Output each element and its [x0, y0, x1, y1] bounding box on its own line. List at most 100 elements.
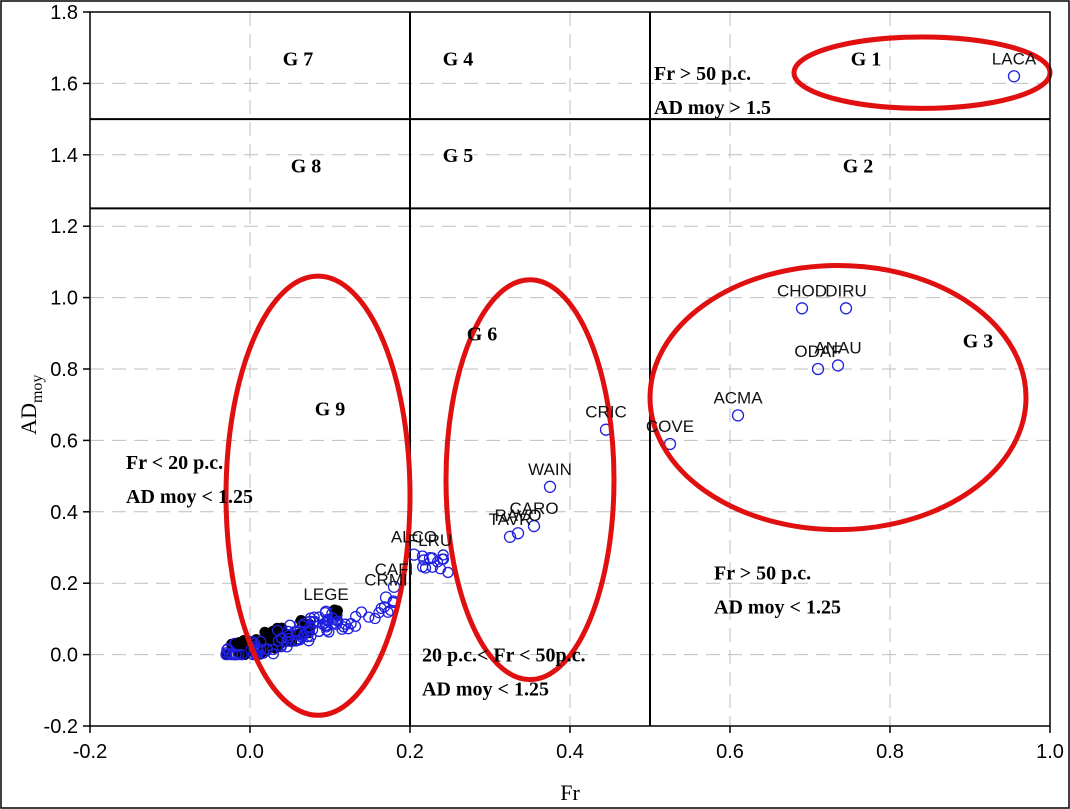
point-label-crmi: CRMI	[364, 570, 407, 589]
group-label-g7: G 7	[283, 49, 314, 71]
data-point-tavr	[503, 530, 517, 543]
y-tick-label: 0.0	[50, 645, 78, 667]
group-label-g1: G 1	[851, 49, 882, 71]
point-label-tavr: TAVR	[489, 510, 532, 529]
data-point	[281, 641, 293, 653]
x-tick-label: 1.0	[1036, 741, 1064, 763]
point-label-caro: CARO	[509, 499, 558, 518]
condition-label: Fr > 50 p.c.	[714, 563, 811, 585]
condition-label: AD moy < 1.25	[714, 597, 841, 619]
group-label-g8: G 8	[291, 156, 322, 178]
data-point	[303, 635, 315, 647]
data-point-flru	[423, 552, 437, 565]
data-point	[282, 629, 295, 641]
condition-label: AD moy < 1.25	[422, 679, 549, 701]
point-label-cove: COVE	[646, 417, 694, 436]
group-ellipse	[223, 273, 413, 718]
data-point	[282, 632, 295, 645]
condition-label: AD moy > 1.5	[654, 97, 771, 119]
data-point	[431, 556, 444, 568]
data-point-caro	[527, 519, 541, 533]
point-label-acma: ACMA	[713, 388, 763, 407]
y-tick-label: 1.8	[50, 2, 78, 24]
group-label-g2: G 2	[843, 156, 874, 178]
point-label-laca: LACA	[992, 49, 1037, 68]
x-tick-label: 0.2	[396, 741, 424, 763]
dense-point	[321, 624, 333, 636]
point-label-diru: DIRU	[825, 281, 867, 300]
point-label-anau: ANAU	[814, 338, 861, 357]
data-point-odaf	[811, 362, 825, 376]
data-point	[375, 602, 387, 614]
y-axis-title: ADmoy	[16, 375, 46, 435]
axis-ticks: -0.2 0.0 0.2 0.4 0.6 0.8 1.0 -0.2 0.0 0.2 0.4 0.6 0.…	[44, 2, 1064, 763]
data-point-laca	[1007, 70, 1021, 83]
x-tick-label: 0.6	[716, 741, 744, 763]
y-tick-label: 1.4	[50, 145, 78, 167]
data-point	[363, 611, 375, 623]
point-label-flru: FLRU	[408, 531, 452, 550]
annotations: Fr > 50 p.c. AD moy > 1.5 Fr < 20 p.c. AD m…	[126, 63, 841, 701]
group-label-g9: G 9	[315, 398, 346, 420]
dense-point	[331, 605, 343, 617]
data-point	[267, 643, 279, 656]
data-point-ravo	[511, 527, 525, 540]
point-label-odaf: ODAF	[794, 342, 841, 361]
condition-label: Fr > 50 p.c.	[654, 63, 751, 85]
dense-points	[220, 549, 454, 661]
data-point	[369, 612, 381, 625]
y-tick-label: 0.8	[50, 359, 78, 381]
y-tick-label: 1.2	[50, 216, 78, 238]
data-point	[437, 549, 449, 561]
y-tick-label: -0.2	[44, 716, 78, 738]
x-tick-label: 0.0	[236, 741, 264, 763]
point-label-lege: LEGE	[303, 585, 348, 604]
y-axis-title-main: AD	[16, 403, 41, 435]
data-point-diru	[839, 302, 853, 315]
data-point-chod	[795, 302, 809, 315]
point-label-ravo: RAVO	[495, 506, 542, 525]
data-point-lege	[319, 605, 333, 618]
x-tick-label: -0.2	[73, 741, 107, 763]
x-axis-title: Fr	[560, 780, 580, 805]
y-tick-label: 1.6	[50, 73, 78, 95]
dense-point	[259, 626, 271, 638]
point-label-wain: WAIN	[528, 460, 572, 479]
y-tick-label: 0.2	[50, 573, 78, 595]
point-label-chod: CHOD	[777, 281, 827, 300]
group-label-g3: G 3	[963, 331, 994, 353]
data-point-crmi	[379, 591, 393, 604]
dense-point	[232, 648, 245, 661]
data-point-wain	[543, 480, 557, 493]
dense-point	[236, 648, 248, 661]
data-point	[321, 619, 333, 631]
data-point	[323, 626, 335, 638]
point-label-alco: ALCO	[391, 528, 437, 547]
point-label-cric: CRIC	[585, 403, 627, 422]
group-ellipse	[647, 262, 1029, 533]
data-point	[290, 626, 303, 638]
x-tick-label: 0.4	[556, 741, 584, 763]
condition-label: AD moy < 1.25	[126, 486, 253, 508]
group-label-g4: G 4	[443, 49, 474, 71]
dense-point	[222, 643, 234, 655]
group-ellipse	[443, 277, 617, 683]
group-labels: G 1 G 2 G 3 G 4 G 5 G 6 G 7 G 8 G 9	[283, 49, 994, 421]
data-point	[345, 618, 357, 630]
y-tick-label: 0.6	[50, 430, 78, 452]
data-point-anau	[831, 359, 845, 372]
data-point	[291, 634, 304, 647]
y-axis-title-sub: moy	[29, 375, 46, 403]
group-label-g6: G 6	[467, 323, 498, 345]
x-tick-label: 0.8	[876, 741, 904, 763]
y-tick-label: 0.4	[50, 502, 78, 524]
data-point-acma	[731, 409, 745, 422]
data-point	[418, 554, 430, 566]
condition-label: 20 p.c.< Fr < 50p.c.	[422, 645, 586, 667]
data-point	[280, 635, 293, 648]
group-label-g5: G 5	[443, 145, 474, 167]
